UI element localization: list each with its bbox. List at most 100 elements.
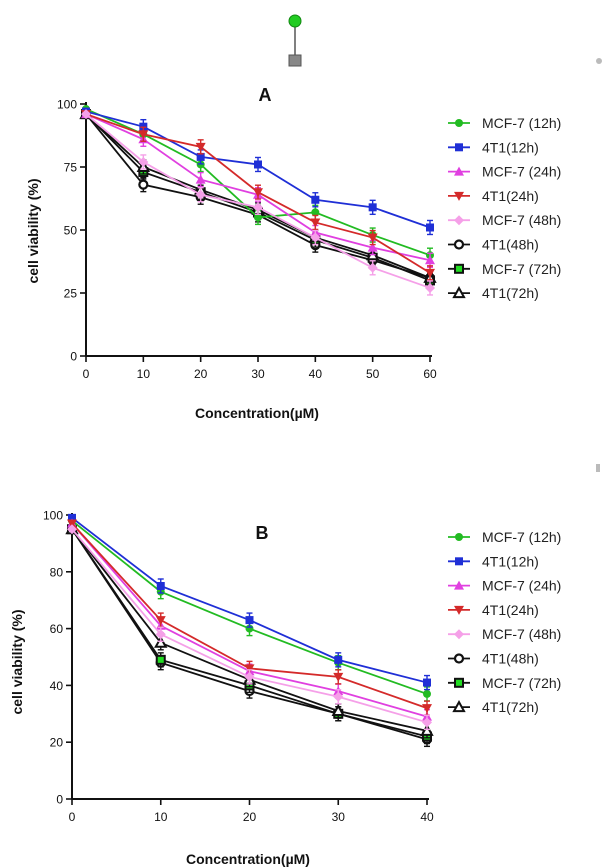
- data-point: [420, 723, 434, 736]
- chart-b-legend: MCF-7 (12h) 4T1(12h) MCF-7 (24h) 4T1(24h) MC…: [448, 529, 561, 715]
- legend-marker: [454, 263, 464, 274]
- legend-entry: MCF-7 (24h): [448, 164, 561, 180]
- legend-marker: [453, 239, 465, 250]
- series-line: [85, 108, 431, 257]
- y-tick-label: 40: [50, 679, 64, 693]
- data-point: [244, 671, 255, 682]
- legend-entry: MCF-7 (48h): [448, 212, 561, 228]
- x-tick-label: 30: [251, 367, 265, 381]
- x-tick-label: 20: [194, 367, 208, 381]
- legend-label: 4T1(12h): [482, 139, 539, 155]
- data-point: [426, 223, 434, 232]
- data-point: [422, 717, 432, 728]
- legend-label: MCF-7 (72h): [482, 675, 561, 691]
- chart-b-axes: 0 10 20 30 40 0 20 40 60 80 100: [43, 509, 434, 825]
- data-point: [67, 524, 77, 535]
- data-point: [367, 242, 378, 252]
- legend-marker: [454, 605, 464, 615]
- chart-b-xlabel: Concentration(µM): [186, 851, 310, 867]
- legend-marker: [452, 700, 466, 713]
- legend-entry: 4T1(48h): [448, 651, 539, 667]
- data-point: [425, 255, 435, 265]
- legend-label: MCF-7 (12h): [482, 115, 561, 131]
- decorative-glyph-icon: [288, 14, 302, 67]
- chart-a-axes: 0 10 20 30 40 50 60 0 25 50 75 100: [57, 98, 437, 382]
- data-point: [67, 519, 77, 529]
- legend-label: 4T1(24h): [482, 602, 539, 618]
- legend-label: 4T1(72h): [482, 285, 539, 301]
- legend-label: 4T1(48h): [482, 651, 539, 667]
- data-point: [138, 179, 149, 190]
- legend-entry: MCF-7 (12h): [448, 529, 561, 545]
- chart-a-series: [79, 105, 437, 296]
- chart-a-title: A: [259, 85, 272, 105]
- legend-marker: [455, 557, 463, 566]
- legend-label: 4T1(48h): [482, 237, 539, 253]
- legend-entry: 4T1(12h): [448, 139, 539, 155]
- legend-entry: MCF-7 (48h): [448, 626, 561, 642]
- data-point: [244, 664, 255, 674]
- data-point: [138, 130, 149, 140]
- data-point: [81, 109, 91, 120]
- legend-entry: 4T1(48h): [448, 237, 539, 253]
- legend-label: 4T1(72h): [482, 699, 539, 715]
- series-4t1-12h-: [68, 513, 431, 691]
- x-tick-label: 0: [69, 810, 76, 824]
- x-tick-label: 10: [137, 367, 151, 381]
- y-tick-label: 80: [50, 565, 64, 579]
- legend-marker: [454, 191, 464, 201]
- legend-label: MCF-7 (12h): [482, 529, 561, 545]
- legend-marker: [455, 533, 463, 541]
- y-tick-label: 100: [43, 509, 63, 523]
- data-point: [311, 195, 320, 204]
- edge-artifact-dot: [596, 58, 602, 64]
- legend-marker: [454, 677, 464, 688]
- data-point: [253, 202, 263, 213]
- data-point: [310, 218, 321, 228]
- data-point: [425, 268, 435, 278]
- data-point: [254, 213, 262, 222]
- y-tick-label: 0: [70, 350, 77, 364]
- data-point: [254, 160, 262, 169]
- data-point: [154, 635, 168, 648]
- data-point: [155, 629, 166, 640]
- y-tick-label: 75: [64, 161, 78, 175]
- y-tick-label: 0: [56, 793, 63, 807]
- legend-entry: 4T1(24h): [448, 188, 539, 204]
- data-point: [331, 703, 345, 716]
- x-tick-label: 40: [420, 810, 434, 824]
- y-tick-label: 50: [64, 224, 78, 238]
- data-point: [368, 203, 377, 212]
- chart-b-ylabel: cell viability (%): [9, 609, 25, 714]
- legend-marker: [452, 286, 466, 299]
- legend-label: MCF-7 (24h): [482, 578, 561, 594]
- data-point: [333, 691, 344, 702]
- data-point: [156, 582, 165, 590]
- chart-b-series: [65, 513, 434, 748]
- data-point: [423, 689, 431, 698]
- data-point: [195, 189, 206, 200]
- legend-label: 4T1(12h): [482, 553, 539, 569]
- data-point: [195, 142, 206, 152]
- series-mcf-7-12h-: [82, 105, 434, 263]
- chart-a-xlabel: Concentration(µM): [195, 405, 319, 421]
- legend-label: 4T1(24h): [482, 188, 539, 204]
- data-point: [333, 672, 344, 682]
- legend-label: MCF-7 (48h): [482, 212, 561, 228]
- data-point: [367, 233, 378, 243]
- data-point: [195, 174, 206, 184]
- series-mcf-7-48h-: [67, 524, 432, 731]
- data-point: [311, 208, 320, 217]
- data-point: [196, 152, 205, 161]
- data-point: [68, 513, 76, 522]
- legend-entry: 4T1(12h): [448, 553, 539, 569]
- glyph-circle: [288, 14, 302, 28]
- legend-marker: [454, 215, 464, 226]
- legend-entry: 4T1(24h): [448, 602, 539, 618]
- series-line: [71, 517, 428, 684]
- chart-b-title: B: [256, 523, 269, 543]
- y-tick-label: 100: [57, 98, 77, 112]
- legend-marker: [454, 580, 464, 590]
- x-tick-label: 10: [154, 810, 168, 824]
- legend-marker: [455, 143, 463, 152]
